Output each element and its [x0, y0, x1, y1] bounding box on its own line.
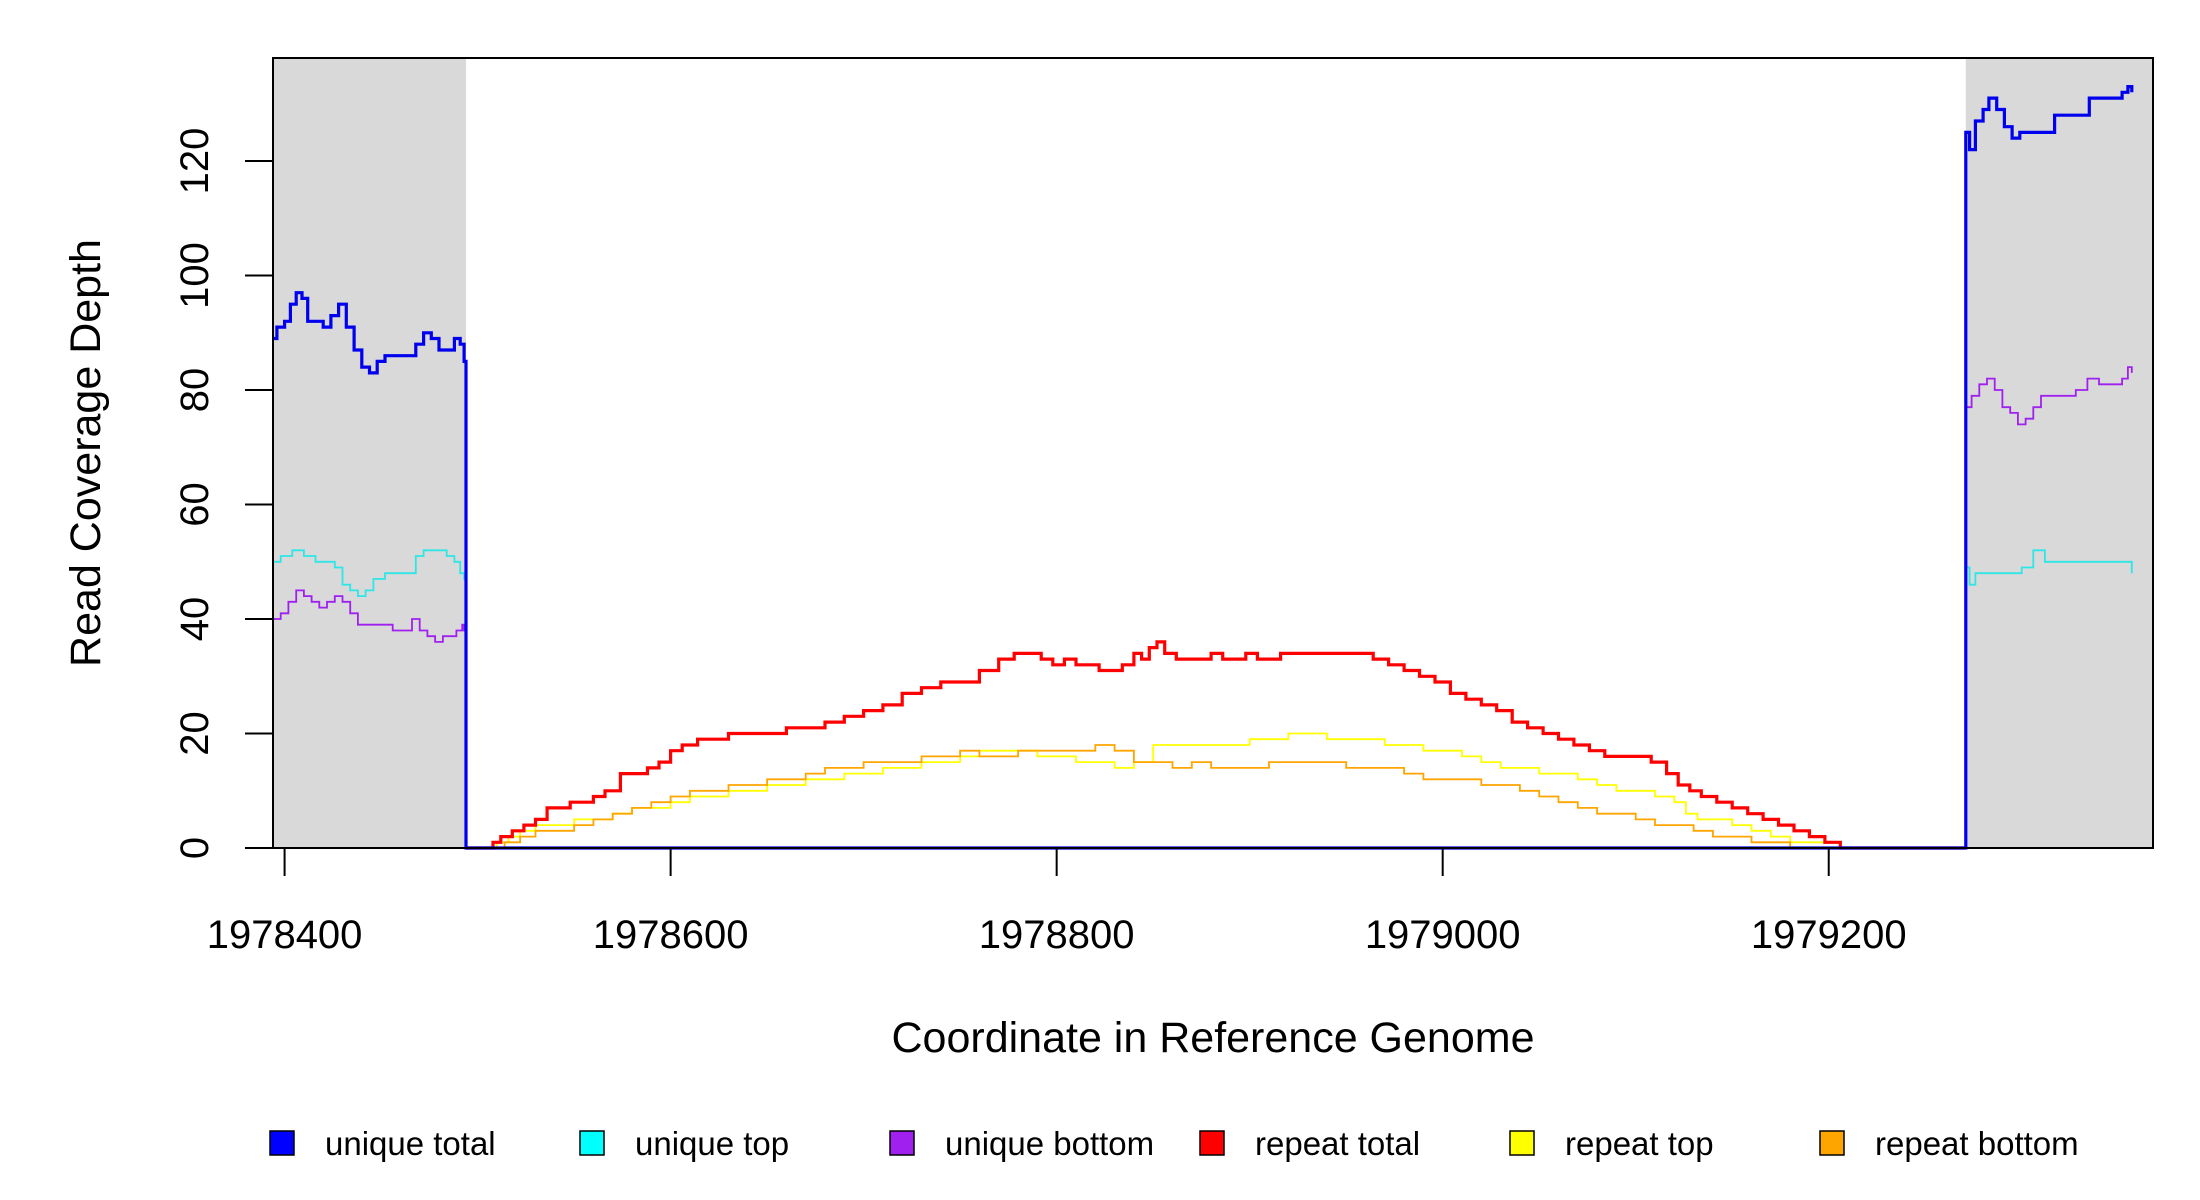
- y-tick-label: 60: [173, 482, 217, 527]
- y-tick-label: 40: [173, 597, 217, 642]
- y-tick-label: 0: [173, 837, 217, 859]
- legend-label: unique top: [635, 1125, 789, 1162]
- legend-swatch: [1509, 1130, 1535, 1156]
- legend-swatch: [579, 1130, 605, 1156]
- legend-label: repeat total: [1255, 1125, 1420, 1162]
- y-tick-label: 20: [173, 711, 217, 756]
- plot-frame: [272, 57, 2154, 849]
- legend-item-unique-top: unique top: [579, 1125, 789, 1162]
- legend-swatch: [1819, 1130, 1845, 1156]
- legend-item-unique-total: unique total: [269, 1125, 496, 1162]
- legend-label: repeat top: [1565, 1125, 1714, 1162]
- x-axis-title: Coordinate in Reference Genome: [892, 1014, 1535, 1062]
- series-line-unique-total: [273, 85, 2134, 850]
- series-lines: [273, 85, 2134, 850]
- legend-item-unique-bottom: unique bottom: [889, 1125, 1154, 1162]
- y-axis-title: Read Coverage Depth: [62, 239, 110, 667]
- legend-item-repeat-bottom: repeat bottom: [1819, 1125, 2079, 1162]
- series-line-unique-bottom: [273, 366, 2133, 849]
- legend-swatch: [269, 1130, 295, 1156]
- legend-item-repeat-total: repeat total: [1199, 1125, 1420, 1162]
- shaded-region-1: [273, 58, 467, 848]
- series-line-repeat-bottom: [466, 744, 1964, 849]
- series-line-repeat-total: [466, 640, 1964, 850]
- x-tick-label: 1979200: [1751, 913, 1907, 957]
- x-axis: 1978400 1978600 1978800 1979000 1979200: [207, 847, 1907, 957]
- legend-swatch: [1199, 1130, 1225, 1156]
- legend-label: unique bottom: [945, 1125, 1154, 1162]
- legend-item-repeat-top: repeat top: [1509, 1125, 1714, 1162]
- legend: unique total unique top unique bottom repea…: [269, 1125, 2079, 1162]
- x-tick-label: 1978800: [979, 913, 1135, 957]
- y-axis: 0 20 40 60 80 100 120: [173, 128, 274, 859]
- x-tick-label: 1979000: [1365, 913, 1521, 957]
- shaded-regions: [273, 58, 2153, 848]
- y-tick-label: 80: [173, 368, 217, 413]
- x-tick-label: 1978600: [593, 913, 749, 957]
- legend-label: repeat bottom: [1875, 1125, 2079, 1162]
- shaded-region-2: [1965, 58, 2153, 848]
- legend-label: unique total: [325, 1125, 496, 1162]
- legend-swatch: [889, 1130, 915, 1156]
- y-tick-label: 100: [173, 242, 217, 309]
- x-tick-label: 1978400: [207, 913, 363, 957]
- series-line-unique-top: [273, 549, 2133, 849]
- y-tick-label: 120: [173, 128, 217, 195]
- series-line-repeat-top: [466, 732, 1964, 849]
